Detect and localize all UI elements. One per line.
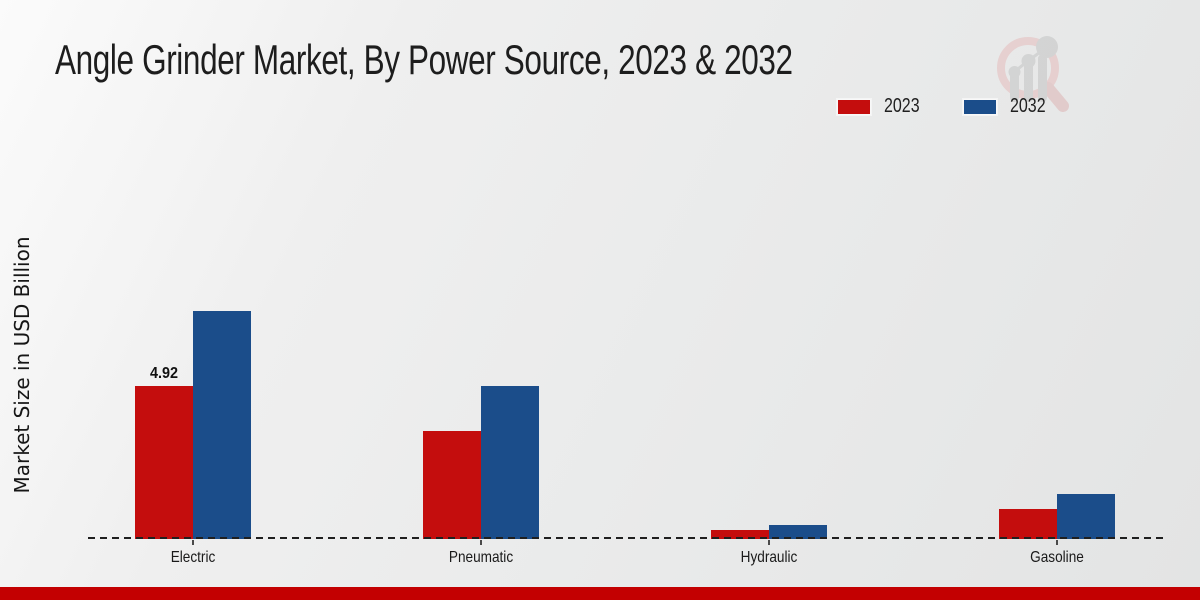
y-axis-label: Market Size in USD Billion	[10, 236, 34, 494]
plot-area: Electric Pneumatic Hydraulic Gasoline 4.92	[88, 299, 1163, 566]
bar-2023-gasoline	[999, 509, 1057, 539]
x-tick-label-pneumatic: Pneumatic	[448, 549, 514, 566]
legend-label-2023: 2023	[884, 95, 920, 117]
footer-red-strip	[0, 587, 1200, 600]
legend-label-2032: 2032	[1009, 95, 1046, 117]
bar-2032-hydraulic	[769, 525, 827, 539]
bar-2023-hydraulic	[711, 530, 769, 539]
legend-swatch-2023	[837, 98, 871, 115]
x-axis-line	[88, 537, 1163, 539]
x-tick-hydraulic	[768, 540, 770, 545]
chart-title: Angle Grinder Market, By Power Source, 2…	[55, 36, 793, 83]
x-tick-pneumatic	[480, 540, 482, 545]
legend-swatch-2032	[962, 98, 997, 115]
bar-2032-gasoline	[1057, 494, 1115, 539]
bar-value-label: 4.92	[149, 365, 179, 382]
legend-item-2023: 2023	[837, 95, 929, 118]
bar-2032-pneumatic	[481, 386, 539, 539]
watermark-logo-icon	[997, 36, 1069, 112]
x-tick-electric	[192, 540, 194, 545]
bar-2032-electric	[193, 311, 251, 539]
x-tick-gasoline	[1056, 540, 1058, 545]
legend-item-2032: 2032	[962, 95, 1055, 118]
x-tick-label-gasoline: Gasoline	[1030, 549, 1084, 566]
legend: 2023 2032	[837, 95, 1054, 118]
bar-2023-electric	[135, 386, 193, 539]
x-tick-label-electric: Electric	[170, 549, 216, 566]
bar-2023-pneumatic	[423, 431, 481, 539]
x-tick-label-hydraulic: Hydraulic	[740, 549, 798, 566]
